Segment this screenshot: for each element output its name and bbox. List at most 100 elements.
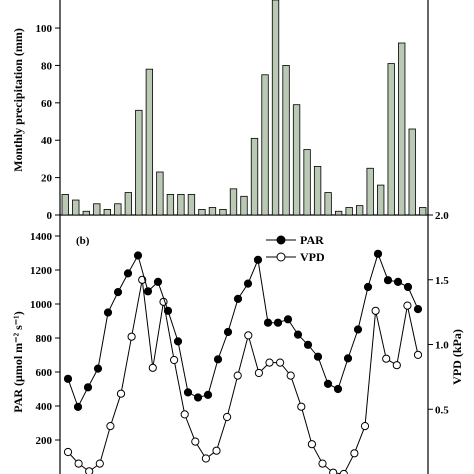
- vpd-tick-label: 2.0: [435, 210, 449, 222]
- par-point: [73, 402, 83, 411]
- precipitation-bar: [124, 192, 133, 216]
- par-point: [253, 255, 263, 264]
- par-point: [323, 379, 333, 388]
- legend: PAR VPD: [266, 233, 325, 264]
- vpd-point: [191, 437, 200, 446]
- panel-b-label: (b): [76, 235, 90, 247]
- precipitation-bar: [419, 207, 427, 216]
- vpd-point: [360, 422, 370, 431]
- vpd-point: [170, 355, 179, 365]
- par-tick-label: 1000: [30, 299, 53, 311]
- vpd-point: [74, 459, 83, 468]
- legend-par-marker: [276, 235, 286, 245]
- precipitation-bar: [208, 207, 217, 216]
- vpd-point: [265, 358, 274, 367]
- vpd-point: [116, 389, 126, 398]
- vpd-point: [201, 454, 210, 463]
- vpd-point: [350, 449, 359, 458]
- legend-vpd-label: VPD: [300, 250, 325, 264]
- par-point: [63, 374, 73, 383]
- par-point: [283, 315, 293, 324]
- par-point: [413, 305, 423, 314]
- precipitation-bar: [334, 210, 343, 216]
- par-axis-title: PAR (μmol m⁻² s⁻¹): [11, 311, 25, 412]
- precipitation-bar: [377, 184, 385, 216]
- par-point: [173, 337, 183, 346]
- vpd-point: [339, 469, 348, 474]
- vpd-point: [297, 402, 306, 411]
- par-point: [153, 277, 163, 286]
- precipitation-bar: [72, 199, 80, 216]
- precipitation-bar: [282, 65, 290, 216]
- vpd-point: [244, 331, 253, 340]
- vpd-point: [180, 410, 189, 419]
- vpd-y-ticks: 0.5 1.0 1.5 2.0: [428, 210, 449, 416]
- par-point: [303, 340, 313, 349]
- par-tick-label: 200: [36, 435, 53, 447]
- par-point: [363, 282, 373, 292]
- precipitation-bar: [261, 74, 269, 216]
- par-tick-label: 1200: [30, 265, 53, 277]
- par-point: [183, 388, 193, 397]
- precipitation-bar: [345, 207, 353, 216]
- par-tick-label: 800: [36, 333, 53, 345]
- precipitation-bar: [250, 137, 259, 216]
- vpd-point: [286, 371, 295, 380]
- precipitation-tick-label: 60: [41, 98, 53, 110]
- par-point: [263, 318, 273, 327]
- precipitation-axis-title: Monthly precipitation (mm): [11, 28, 25, 172]
- par-point: [113, 288, 123, 297]
- precipitation-bar: [240, 195, 248, 216]
- precipitation-tick-label: 0: [47, 210, 53, 222]
- precipitation-bar: [219, 208, 227, 216]
- vpd-tick-label: 0.5: [435, 404, 449, 416]
- vpd-tick-label: 1.5: [435, 275, 449, 287]
- par-tick-label: 400: [36, 401, 53, 413]
- par-point: [83, 383, 93, 392]
- precipitation-bar: [198, 208, 206, 216]
- precipitation-tick-label: 20: [41, 173, 53, 185]
- vpd-point: [413, 350, 423, 359]
- precipitation-bar: [366, 167, 374, 216]
- vpd-line: [67, 279, 419, 474]
- par-point: [333, 384, 343, 394]
- precipitation-bar: [408, 128, 416, 216]
- par-point: [273, 318, 283, 327]
- vpd-point: [307, 440, 316, 449]
- precipitation-bar: [271, 0, 280, 216]
- vpd-point: [233, 371, 242, 380]
- precipitation-tick-label: 40: [41, 135, 53, 147]
- precipitation-bar: [135, 109, 143, 216]
- par-point: [213, 355, 223, 364]
- precipitation-bar: [61, 194, 69, 216]
- precipitation-bar: [303, 149, 311, 216]
- vpd-point: [212, 446, 221, 455]
- par-point: [203, 390, 213, 399]
- par-point: [143, 287, 153, 296]
- precipitation-bar: [229, 188, 238, 216]
- par-point: [383, 276, 393, 285]
- vpd-axis-title: VPD (kPa): [450, 329, 464, 385]
- precipitation-bar: [145, 68, 154, 216]
- vpd-point: [371, 306, 380, 315]
- vpd-point: [85, 467, 94, 474]
- precipitation-bar: [156, 171, 164, 216]
- precipitation-tick-label: 100: [36, 23, 53, 35]
- par-point: [313, 352, 323, 361]
- precipitation-bars: [61, 0, 427, 216]
- par-point: [393, 277, 403, 286]
- precipitation-bar: [387, 63, 395, 216]
- legend-par-label: PAR: [300, 233, 324, 247]
- vpd-point: [95, 459, 104, 468]
- vpd-point: [106, 422, 115, 431]
- precipitation-bar: [177, 194, 185, 216]
- par-line: [67, 252, 419, 409]
- par-point: [373, 249, 383, 258]
- precipitation-bar: [313, 165, 322, 216]
- vpd-series: [63, 275, 423, 474]
- legend-vpd-marker: [276, 252, 286, 262]
- vpd-point: [392, 361, 401, 370]
- par-tick-label: 1400: [30, 231, 53, 243]
- precipitation-bar: [114, 203, 122, 216]
